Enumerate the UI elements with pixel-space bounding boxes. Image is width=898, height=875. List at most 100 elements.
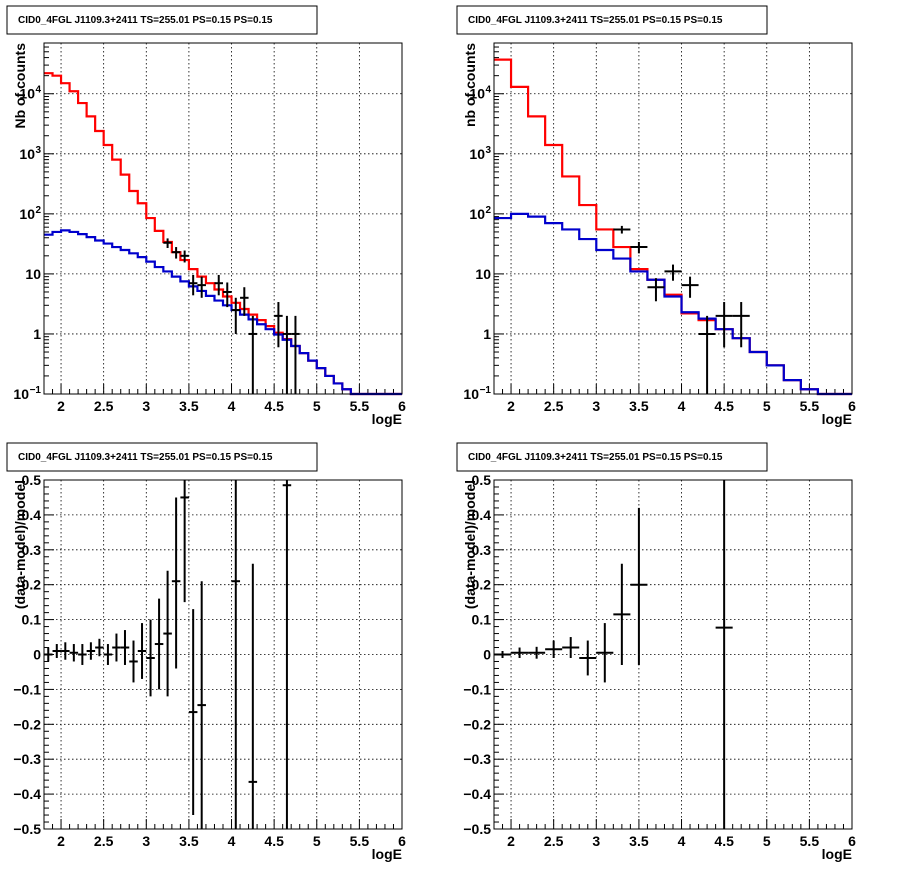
y-tick-label: −0.5 [463,821,491,837]
y-tick-label: 0.3 [472,542,492,558]
x-tick-label: 4 [678,833,686,849]
data-point [291,315,300,394]
data-point [78,644,87,665]
data-point [579,640,597,676]
y-tick-label: 10 [19,206,35,222]
y-tick-label: 0.1 [22,612,42,628]
chart-title: CID0_4FGL J1109.3+2411 TS=255.01 PS=0.15… [468,15,723,26]
y-tick-label: 0.1 [472,612,492,628]
x-tick-label: 5 [313,833,321,849]
plot-frame [493,42,853,395]
data-point [61,642,70,660]
data-point [86,642,96,660]
y-tick-label: −0.4 [13,786,41,802]
x-tick-label: 2 [507,833,515,849]
y-tick-label: −0.4 [463,786,491,802]
y-tick-exponent: 4 [485,85,491,96]
chart-title: CID0_4FGL J1109.3+2411 TS=255.01 PS=0.15… [468,452,723,463]
y-axis-title: Nb of counts [12,43,28,129]
data-point [613,225,631,234]
data-point [248,563,258,829]
y-tick-label: 0.4 [22,507,42,523]
x-tick-label: 2 [57,833,65,849]
plot-frame [493,479,853,830]
x-tick-label: 3 [142,833,150,849]
x-tick-label: 2.5 [94,833,114,849]
data-point [197,276,206,298]
x-tick-label: 2.5 [544,398,564,414]
plot-frame [43,479,403,830]
chart-title: CID0_4FGL J1109.3+2411 TS=255.01 PS=0.15… [18,15,273,26]
data-point [248,315,258,394]
data-point [698,315,716,394]
data-point [69,644,79,662]
data-point [163,570,172,697]
x-tick-label: 3 [592,833,600,849]
y-tick-exponent: 4 [35,85,41,96]
x-axis-title: logE [822,846,852,862]
x-tick-label: 4.5 [264,833,284,849]
y-tick-label: 0.2 [472,577,492,593]
data-point [630,241,648,254]
y-axis-title: (data-model)/model [12,480,28,609]
chart-title-box [6,5,318,35]
data-point [129,640,138,683]
x-tick-label: 4.5 [264,398,284,414]
data-point [274,302,283,348]
data-point [163,238,172,248]
x-tick-label: 2.5 [544,833,564,849]
y-tick-label: 10 [25,266,41,282]
x-tick-label: 4.5 [714,398,734,414]
data-point [180,480,189,603]
y-tick-label: 10 [19,146,35,162]
y-tick-label: −0.1 [463,681,491,697]
y-tick-label: 1 [483,326,491,342]
x-tick-label: 3.5 [629,833,649,849]
x-tick-label: 2 [57,398,65,414]
data-point [180,250,189,263]
y-tick-label: −0.2 [13,716,41,732]
chart-panel-1: CID0_4FGL J1109.3+2411 TS=255.01 PS=0.15… [6,5,406,427]
y-tick-exponent: −1 [480,385,492,396]
y-tick-label: −0.5 [13,821,41,837]
data-point [282,480,292,829]
data-point [44,647,53,662]
data-point [613,563,631,665]
chart-title-box [456,442,768,472]
histogram-series-1 [44,72,402,396]
data-point [511,647,529,658]
x-tick-label: 5.5 [350,398,370,414]
y-tick-label: 10 [463,386,479,402]
x-tick-label: 4 [228,833,236,849]
data-point [715,302,733,348]
data-point [282,315,292,394]
data-point [715,480,733,829]
chart-title-box [6,442,318,472]
y-tick-label: −0.3 [463,751,491,767]
chart-title-box [456,5,768,35]
x-tick-label: 3.5 [179,398,199,414]
x-tick-label: 2.5 [94,398,114,414]
x-tick-label: 5 [763,398,771,414]
x-tick-label: 6 [398,833,406,849]
data-point [732,302,750,348]
data-point [596,623,614,683]
y-tick-exponent: −1 [30,385,42,396]
x-axis-title: logE [822,411,852,427]
y-tick-label: −0.2 [463,716,491,732]
y-tick-label: 0.4 [472,507,492,523]
y-tick-label: 0 [33,647,41,663]
y-axis-title: nb of counts [462,43,478,127]
x-tick-label: 5 [313,398,321,414]
data-point [231,480,241,829]
y-tick-label: 10 [469,206,485,222]
chart-title: CID0_4FGL J1109.3+2411 TS=255.01 PS=0.15… [18,452,273,463]
chart-panel-3: CID0_4FGL J1109.3+2411 TS=255.01 PS=0.15… [6,442,406,862]
y-tick-label: 0.2 [22,577,42,593]
y-tick-label: −0.1 [13,681,41,697]
x-axis-title: logE [372,411,402,427]
y-tick-exponent: 2 [485,205,491,216]
data-point [120,630,130,665]
data-point [214,274,223,296]
x-tick-label: 5.5 [800,833,820,849]
